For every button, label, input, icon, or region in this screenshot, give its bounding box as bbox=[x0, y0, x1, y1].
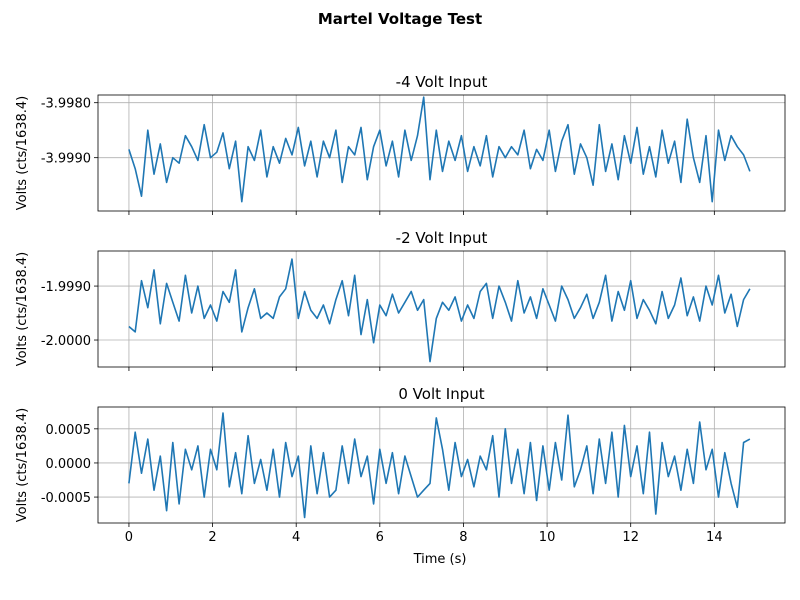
x-axis-label: Time (s) bbox=[413, 552, 467, 567]
y-tick-label: -1.9990 bbox=[41, 280, 91, 295]
y-tick-label: -3.9980 bbox=[41, 97, 91, 112]
x-tick-label: 4 bbox=[292, 530, 300, 545]
y-tick-label: -3.9990 bbox=[41, 152, 91, 167]
axes-frame bbox=[97, 250, 786, 368]
x-tick-label: 14 bbox=[706, 530, 723, 545]
x-tick-label: 10 bbox=[539, 530, 556, 545]
y-axis-label: Volts (cts/1638.4) bbox=[15, 408, 30, 522]
x-tick-label: 6 bbox=[376, 530, 384, 545]
series-line bbox=[128, 258, 751, 363]
x-tick-label: 2 bbox=[208, 530, 216, 545]
figure-title: Martel Voltage Test bbox=[318, 10, 482, 28]
y-tick-label: 0.0000 bbox=[46, 457, 92, 472]
subplot-title: -2 Volt Input bbox=[396, 229, 488, 247]
y-tick-label: -0.0005 bbox=[41, 491, 91, 506]
axes-frame bbox=[97, 94, 786, 212]
axes-frame bbox=[97, 406, 786, 524]
series-line bbox=[128, 412, 751, 519]
y-axis-label: Volts (cts/1638.4) bbox=[15, 96, 30, 210]
subplot-1: -1.9990 -2.0000 -2 Volt Input Volts (cts/16… bbox=[15, 229, 786, 371]
x-tick-label: 12 bbox=[622, 530, 639, 545]
series-line bbox=[128, 96, 751, 203]
y-tick-label: 0.0005 bbox=[46, 423, 92, 438]
y-tick-label: -2.0000 bbox=[41, 334, 91, 349]
subplot-0: -3.9980 -3.9990 -4 Volt Input Volts (cts/16… bbox=[15, 73, 786, 215]
subplot-title: -4 Volt Input bbox=[396, 73, 488, 91]
y-axis-label: Volts (cts/1638.4) bbox=[15, 252, 30, 366]
x-tick-label: 8 bbox=[459, 530, 467, 545]
subplot-title: 0 Volt Input bbox=[398, 385, 484, 403]
x-tick-label: 0 bbox=[125, 530, 133, 545]
subplot-2: 0 2 4 6 8 10 12 14 0.0005 0.0000 -0.0005 0 Volt Inp… bbox=[15, 385, 786, 545]
